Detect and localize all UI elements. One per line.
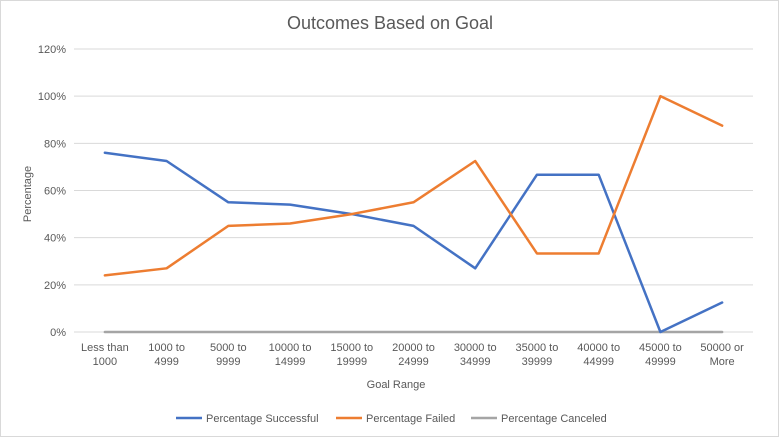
x-tick-label: 10000 to 14999 bbox=[269, 342, 312, 368]
y-axis-title: Percentage bbox=[22, 166, 34, 222]
x-tick-label-line: 4999 bbox=[154, 356, 178, 368]
x-tick-label-line: 35000 to bbox=[516, 342, 559, 354]
legend: Percentage Successful Percentage Failed Pe… bbox=[176, 413, 607, 425]
series-line bbox=[103, 151, 724, 334]
x-tick-label-line: 24999 bbox=[398, 356, 429, 368]
x-axis-title: Goal Range bbox=[367, 379, 426, 391]
x-tick-label-line: 44999 bbox=[583, 356, 614, 368]
x-tick-label-line: Less than bbox=[81, 342, 129, 354]
x-tick-label-line: 10000 to bbox=[269, 342, 312, 354]
x-tick-label-line: 20000 to bbox=[392, 342, 435, 354]
x-tick-label: Less than 1000 bbox=[81, 342, 129, 368]
x-tick-label-line: 19999 bbox=[336, 356, 367, 368]
x-tick-label-line: 40000 to bbox=[577, 342, 620, 354]
x-tick-label-line: 49999 bbox=[645, 356, 676, 368]
y-tick-label: 60% bbox=[44, 186, 66, 198]
x-tick-label: 45000 to 49999 bbox=[639, 342, 682, 368]
x-tick-label: 50000 or More bbox=[700, 342, 744, 368]
x-tick-label-line: 39999 bbox=[522, 356, 553, 368]
x-tick-label-line: 14999 bbox=[275, 356, 306, 368]
legend-label: Percentage Successful bbox=[206, 413, 319, 425]
y-axis-ticks: 0% 20% 40% 60% 80% 100% 120% bbox=[38, 44, 66, 339]
x-tick-label-line: 15000 to bbox=[330, 342, 373, 354]
x-tick-label-line: 1000 bbox=[93, 356, 117, 368]
series-line bbox=[103, 94, 724, 277]
x-tick-label-line: 1000 to bbox=[148, 342, 185, 354]
y-tick-label: 80% bbox=[44, 138, 66, 150]
y-tick-label: 120% bbox=[38, 44, 66, 56]
x-tick-label: 1000 to 4999 bbox=[148, 342, 185, 368]
chart-title: Outcomes Based on Goal bbox=[287, 13, 493, 33]
legend-label: Percentage Failed bbox=[366, 413, 455, 425]
x-tick-label-line: 50000 or bbox=[700, 342, 744, 354]
x-axis-ticks: Less than 1000 1000 to 4999 5000 to 9999 10000… bbox=[81, 342, 744, 368]
y-tick-label: 0% bbox=[50, 327, 66, 339]
y-tick-label: 100% bbox=[38, 91, 66, 103]
x-tick-label: 35000 to 39999 bbox=[516, 342, 559, 368]
x-tick-label-line: More bbox=[710, 356, 735, 368]
legend-label: Percentage Canceled bbox=[501, 413, 607, 425]
series-lines bbox=[103, 94, 724, 334]
x-tick-label-line: 45000 to bbox=[639, 342, 682, 354]
x-tick-label: 30000 to 34999 bbox=[454, 342, 497, 368]
gridlines bbox=[74, 48, 753, 333]
x-tick-label-line: 9999 bbox=[216, 356, 240, 368]
x-tick-label: 40000 to 44999 bbox=[577, 342, 620, 368]
x-tick-label-line: 30000 to bbox=[454, 342, 497, 354]
y-tick-label: 40% bbox=[44, 233, 66, 245]
x-tick-label: 5000 to 9999 bbox=[210, 342, 247, 368]
x-tick-label-line: 34999 bbox=[460, 356, 491, 368]
x-tick-label: 20000 to 24999 bbox=[392, 342, 435, 368]
x-tick-label-line: 5000 to bbox=[210, 342, 247, 354]
x-tick-label: 15000 to 19999 bbox=[330, 342, 373, 368]
y-tick-label: 20% bbox=[44, 280, 66, 292]
